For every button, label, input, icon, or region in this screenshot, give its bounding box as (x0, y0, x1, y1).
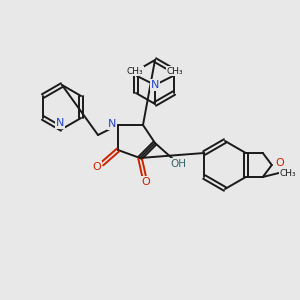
Text: CH₃: CH₃ (280, 169, 296, 178)
Text: N: N (108, 119, 116, 129)
Text: N: N (151, 80, 159, 90)
Text: N: N (56, 118, 64, 128)
Text: O: O (93, 162, 101, 172)
Text: O: O (275, 158, 284, 168)
Text: CH₃: CH₃ (167, 67, 183, 76)
Text: OH: OH (170, 159, 186, 169)
Text: O: O (142, 177, 150, 187)
Text: CH₃: CH₃ (127, 67, 143, 76)
